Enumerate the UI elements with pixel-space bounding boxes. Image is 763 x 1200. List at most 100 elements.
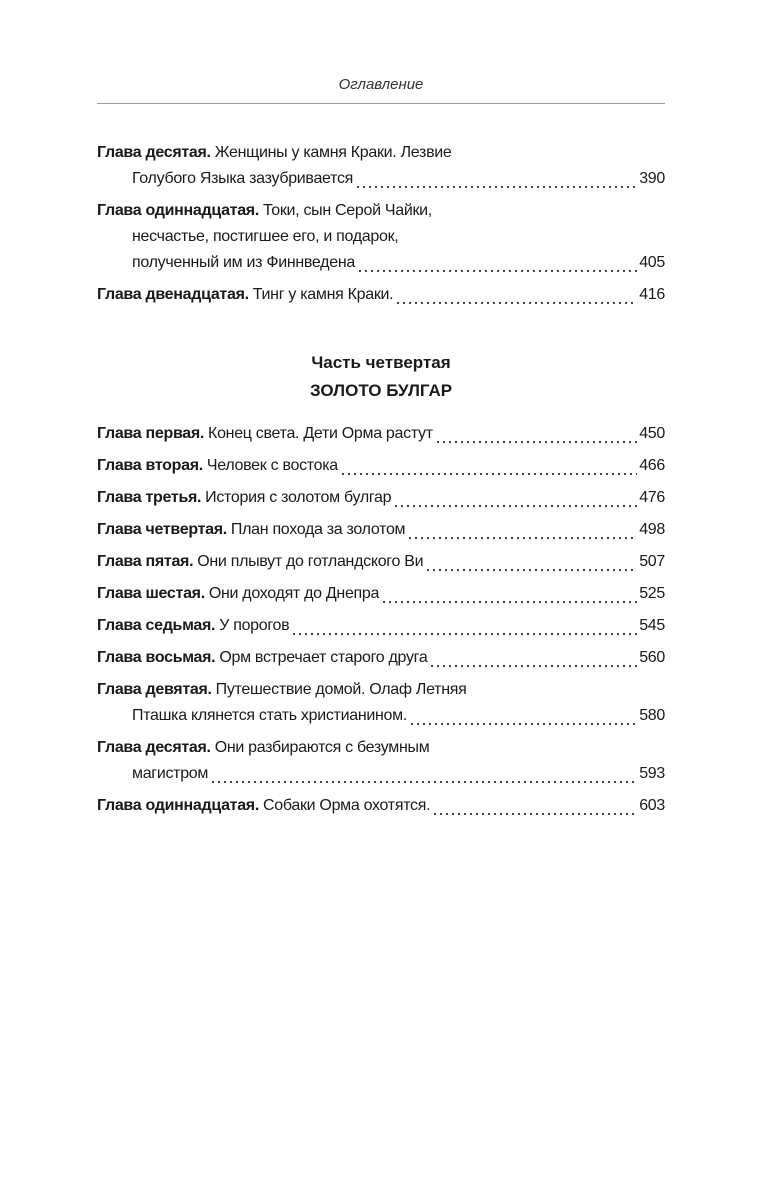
toc-entry-line: Глава двенадцатая. Тинг у камня Краки. 416: [97, 282, 665, 308]
header-rule: [97, 103, 665, 104]
toc-entry-line: Глава пятая. Они плывут до готландского В…: [97, 549, 665, 575]
chapter-label: Глава двенадцатая.: [97, 286, 249, 303]
chapter-title: У порогов: [219, 617, 290, 634]
dot-leader: [210, 761, 638, 787]
chapter-label: Глава третья.: [97, 489, 202, 506]
page-number: 416: [639, 286, 665, 303]
toc-entry-line: Глава первая. Конец света. Дети Орма раст…: [97, 421, 665, 447]
chapter-title: Путешествие домой. Олаф Летняя: [215, 681, 467, 698]
toc-entry[interactable]: Глава одиннадцатая. Собаки Орма охотятся.…: [97, 793, 665, 819]
part-subtitle: ЗОЛОТО БУЛГАР: [309, 381, 453, 400]
part-title: Часть четвертая: [311, 353, 451, 372]
toc-entry-line: Глава третья. История с золотом булгар 476: [97, 485, 665, 511]
toc-entry[interactable]: Глава восьмая. Орм встречает старого друг…: [97, 645, 665, 671]
chapter-title: магистром: [132, 765, 209, 782]
dot-leader: [395, 282, 638, 308]
page-number: 560: [639, 649, 665, 666]
chapter-label: Глава седьмая.: [97, 617, 216, 634]
page-number: 545: [639, 617, 665, 634]
chapter-label: Глава одиннадцатая.: [97, 202, 259, 219]
toc-list-top: Глава десятая. Женщины у камня Краки. Лез…: [97, 140, 665, 314]
toc-entry-line: Глава девятая. Путешествие домой. Олаф Ле…: [97, 677, 665, 703]
chapter-title: Человек с востока: [206, 457, 338, 474]
page-number: 603: [639, 797, 665, 814]
dot-leader: [432, 793, 638, 819]
chapter-label: Глава пятая.: [97, 553, 194, 570]
chapter-title: Токи, сын Серой Чайки,: [263, 202, 432, 219]
dot-leader: [339, 453, 638, 479]
chapter-title: Голубого Языка зазубривается: [132, 170, 354, 187]
running-header: Оглавление: [338, 76, 424, 93]
dot-leader: [393, 485, 638, 511]
toc-entry-line: Глава вторая. Человек с востока 466: [97, 453, 665, 479]
toc-entry[interactable]: Глава шестая. Они доходят до Днепра 525: [97, 581, 665, 607]
page-number: 593: [639, 765, 665, 782]
chapter-label: Глава восьмая.: [97, 649, 216, 666]
page-number: 476: [639, 489, 665, 506]
dot-leader: [407, 517, 638, 543]
page-number: 390: [639, 170, 665, 187]
toc-entry[interactable]: Глава десятая. Они разбираются с безумным…: [97, 735, 665, 787]
dot-leader: [355, 166, 638, 192]
page-number: 498: [639, 521, 665, 538]
dot-leader: [381, 581, 638, 607]
toc-entry-line: Глава десятая. Они разбираются с безумным: [97, 735, 665, 761]
chapter-label: Глава шестая.: [97, 585, 205, 602]
chapter-title: Они разбираются с безумным: [214, 739, 430, 756]
toc-entry[interactable]: Глава десятая. Женщины у камня Краки. Лез…: [97, 140, 665, 192]
page-number: 525: [639, 585, 665, 602]
toc-entry-line: Глава седьмая. У порогов 545: [97, 613, 665, 639]
chapter-title: План похода за золотом: [230, 521, 406, 538]
toc-entry[interactable]: Глава вторая. Человек с востока 466: [97, 453, 665, 479]
toc-entry-line: магистром 593: [97, 761, 665, 787]
toc-entry[interactable]: Глава одиннадцатая. Токи, сын Серой Чайки…: [97, 198, 665, 276]
chapter-label: Глава десятая.: [97, 144, 211, 161]
page-number: 405: [639, 254, 665, 271]
toc-entry-line: Голубого Языка зазубривается 390: [97, 166, 665, 192]
dot-leader: [434, 421, 638, 447]
page-number: 507: [639, 553, 665, 570]
dot-leader: [425, 549, 638, 575]
chapter-label: Глава четвертая.: [97, 521, 227, 538]
chapter-title: Пташка клянется стать христианином.: [132, 707, 407, 724]
toc-entry-line: Глава одиннадцатая. Собаки Орма охотятся.…: [97, 793, 665, 819]
toc-entry-line: Глава десятая. Женщины у камня Краки. Лез…: [97, 140, 665, 166]
dot-leader: [356, 250, 638, 276]
chapter-title: Они плывут до готландского Ви: [197, 553, 424, 570]
chapter-title: несчастье, постигшее его, и подарок,: [132, 228, 399, 245]
toc-entry[interactable]: Глава двенадцатая. Тинг у камня Краки. 416: [97, 282, 665, 308]
chapter-label: Глава вторая.: [97, 457, 203, 474]
toc-entry[interactable]: Глава третья. История с золотом булгар 476: [97, 485, 665, 511]
part-heading: Часть четвертая ЗОЛОТО БУЛГАР: [97, 349, 665, 405]
toc-entry-line: полученный им из Финнведена 405: [97, 250, 665, 276]
chapter-title: Собаки Орма охотятся.: [263, 797, 431, 814]
toc-entry[interactable]: Глава четвертая. План похода за золотом 49…: [97, 517, 665, 543]
dot-leader: [429, 645, 638, 671]
chapter-title: Конец света. Дети Орма растут: [208, 425, 433, 442]
toc-entry[interactable]: Глава седьмая. У порогов 545: [97, 613, 665, 639]
page-number: 580: [639, 707, 665, 724]
toc-entry-line: Глава четвертая. План похода за золотом 49…: [97, 517, 665, 543]
toc-entry-line: Глава шестая. Они доходят до Днепра 525: [97, 581, 665, 607]
toc-entry-line: Глава восьмая. Орм встречает старого друг…: [97, 645, 665, 671]
page-number: 450: [639, 425, 665, 442]
dot-leader: [291, 613, 638, 639]
chapter-label: Глава девятая.: [97, 681, 212, 698]
toc-entry-line: несчастье, постигшее его, и подарок,: [97, 224, 665, 250]
toc-entry[interactable]: Глава девятая. Путешествие домой. Олаф Ле…: [97, 677, 665, 729]
toc-entry[interactable]: Глава пятая. Они плывут до готландского В…: [97, 549, 665, 575]
chapter-title: Тинг у камня Краки.: [252, 286, 394, 303]
dot-leader: [408, 703, 638, 729]
toc-entry-line: Глава одиннадцатая. Токи, сын Серой Чайки…: [97, 198, 665, 224]
toc-list-part: Глава первая. Конец света. Дети Орма раст…: [97, 421, 665, 825]
chapter-title: История с золотом булгар: [205, 489, 392, 506]
chapter-title: полученный им из Финнведена: [132, 254, 355, 271]
page-number: 466: [639, 457, 665, 474]
chapter-title: Женщины у камня Краки. Лезвие: [214, 144, 452, 161]
chapter-label: Глава одиннадцатая.: [97, 797, 259, 814]
toc-entry[interactable]: Глава первая. Конец света. Дети Орма раст…: [97, 421, 665, 447]
chapter-title: Орм встречает старого друга: [219, 649, 428, 666]
chapter-title: Они доходят до Днепра: [208, 585, 380, 602]
chapter-label: Глава десятая.: [97, 739, 211, 756]
toc-entry-line: Пташка клянется стать христианином. 580: [97, 703, 665, 729]
